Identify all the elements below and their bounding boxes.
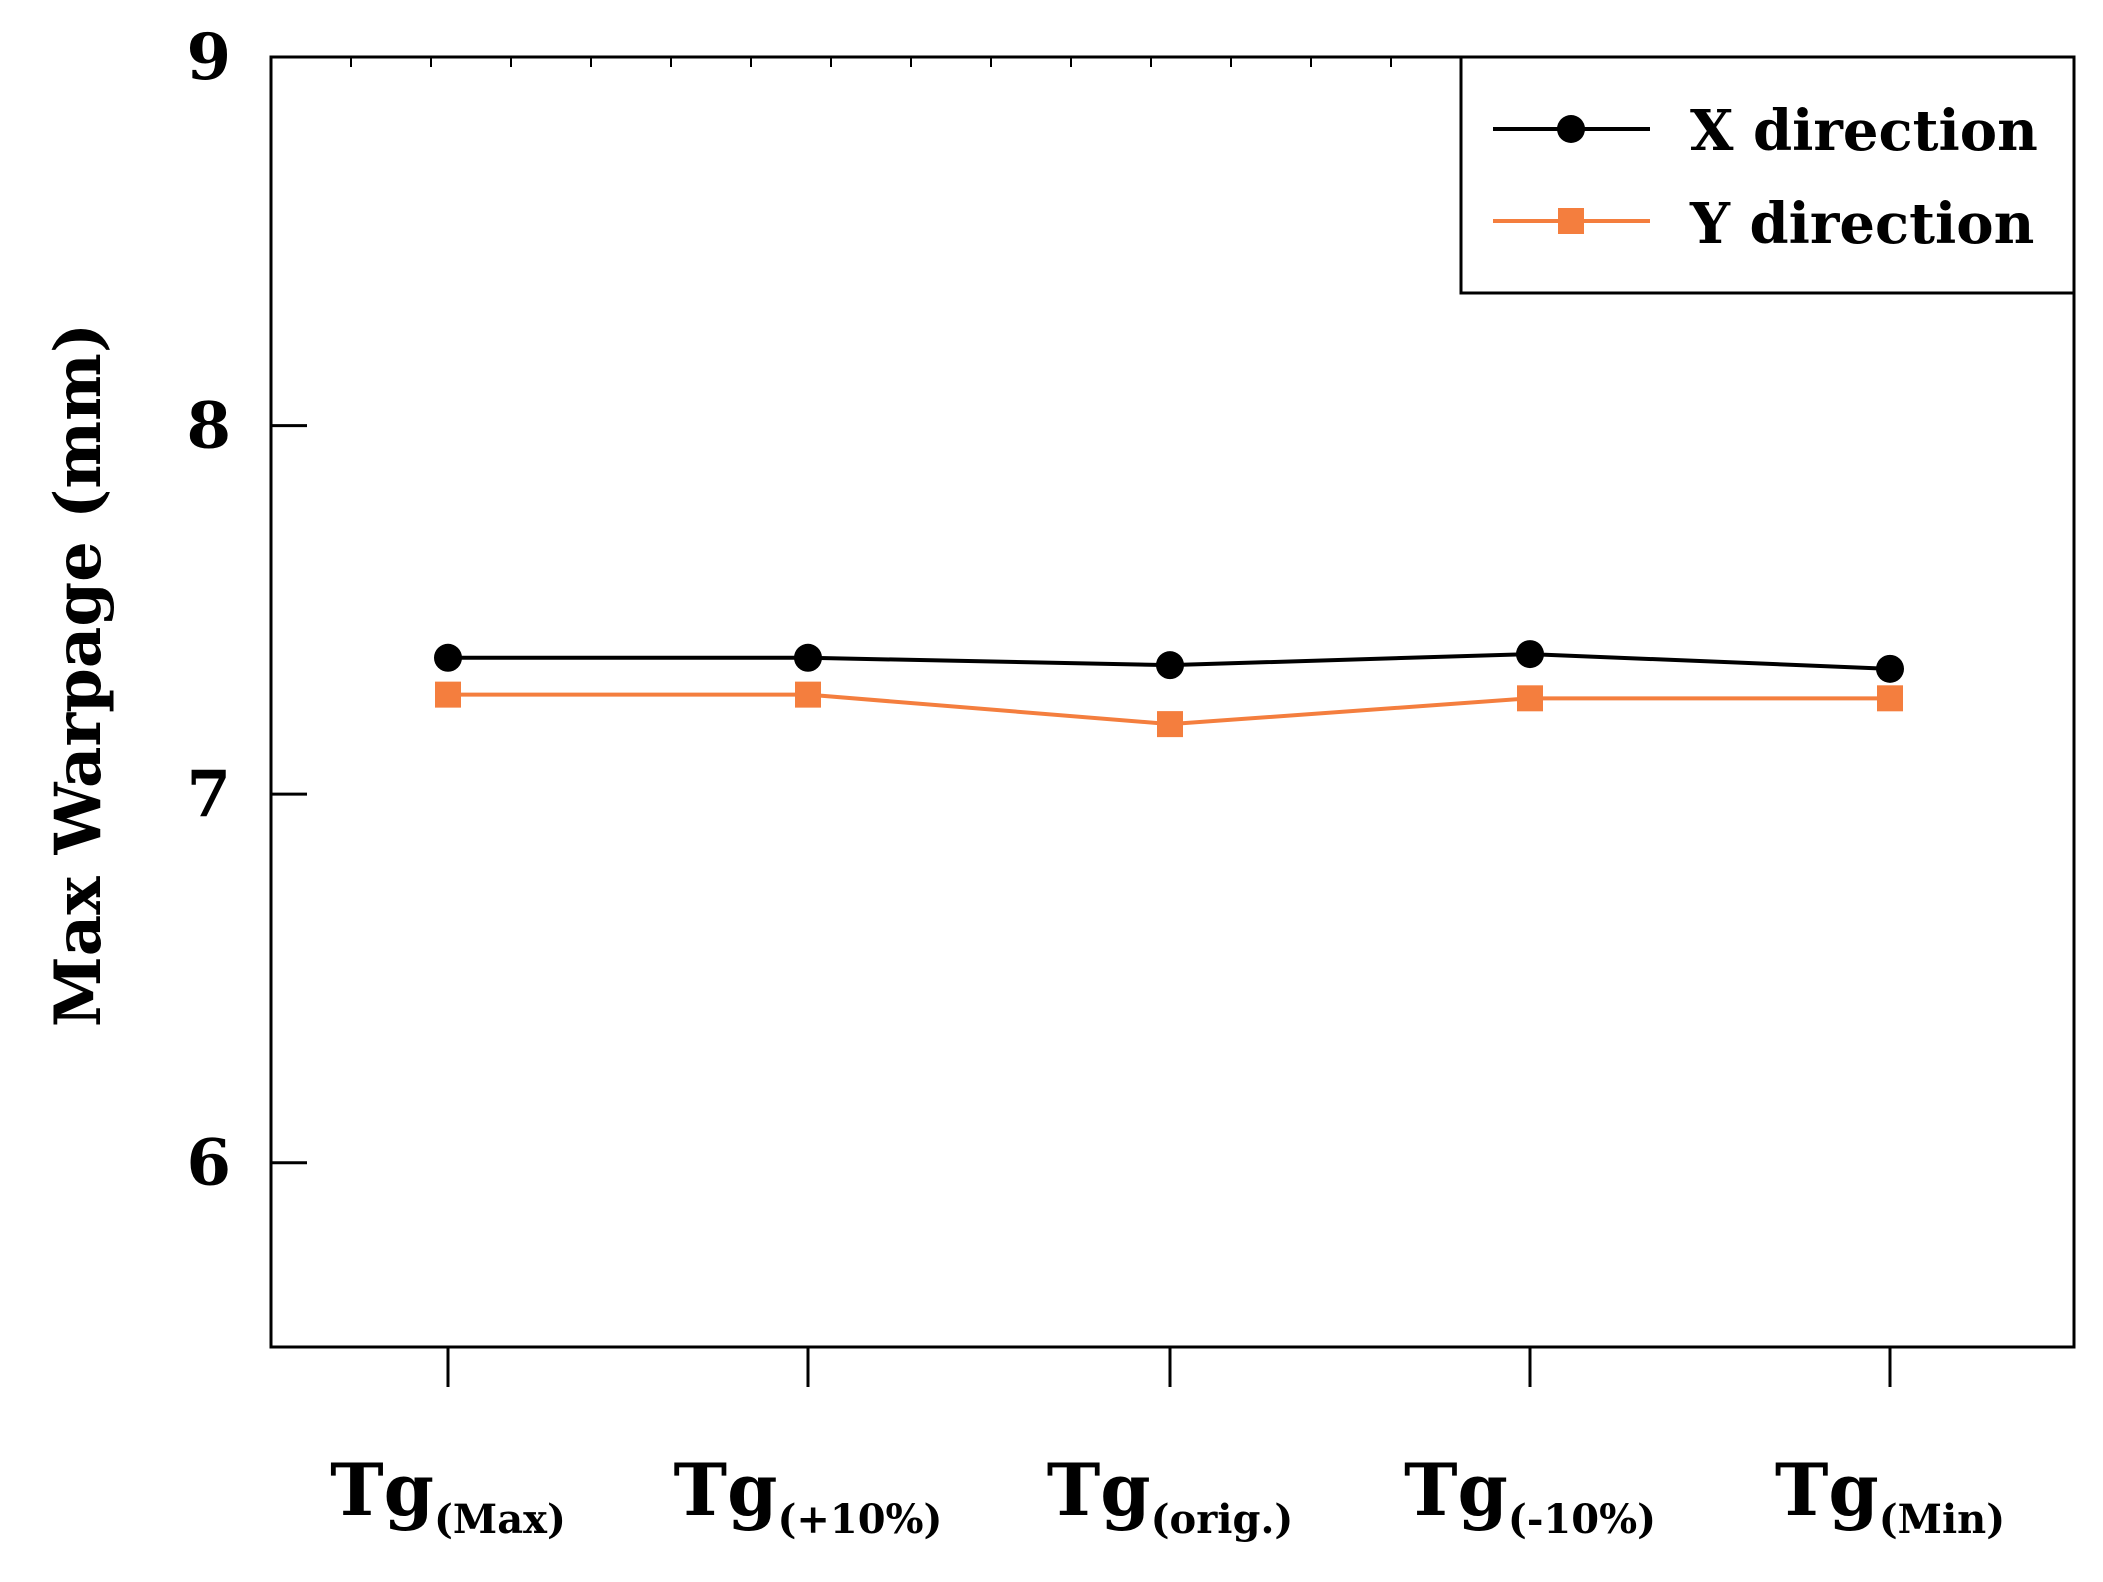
data-point-y-1	[795, 681, 821, 708]
data-point-y-2	[1157, 711, 1183, 738]
y-tick-label: 9	[186, 20, 231, 95]
legend-label-x: X direction	[1690, 98, 2038, 164]
x-tick-label-sub: (-10%)	[1508, 1496, 1656, 1543]
plot-frame	[269, 55, 2076, 1349]
x-tick-label: Tg(+10%)	[674, 1447, 943, 1543]
x-tick-label-main: Tg	[330, 1447, 434, 1532]
x-tick-label: Tg(Min)	[1775, 1447, 2005, 1543]
data-point-x-0	[434, 643, 462, 672]
x-tick-label: Tg(Max)	[330, 1447, 566, 1543]
x-tick-label-main: Tg	[1775, 1447, 1879, 1532]
y-tick-label: 8	[186, 389, 231, 464]
data-point-x-4	[1876, 654, 1904, 683]
x-tick-label-sub: (Max)	[434, 1496, 566, 1543]
x-tick-label-main: Tg	[1404, 1447, 1508, 1532]
legend-marker-x	[1557, 115, 1585, 143]
data-point-y-3	[1517, 685, 1543, 712]
y-axis: 6 7 8 9	[186, 20, 2032, 1201]
x-tick-label-sub: (Min)	[1879, 1496, 2005, 1543]
legend-label-y: Y direction	[1689, 191, 2034, 257]
data-point-y-4	[1877, 685, 1903, 712]
data-point-x-3	[1516, 640, 1544, 669]
data-point-y-0	[435, 681, 461, 708]
x-tick-label: Tg(orig.)	[1047, 1447, 1294, 1543]
x-tick-label-main: Tg	[1047, 1447, 1151, 1532]
x-axis: Tg(Max) Tg(+10%) Tg(orig.) Tg(-10%) Tg(Min)	[330, 1347, 2005, 1543]
x-tick-label-main: Tg	[674, 1447, 778, 1532]
x-tick-label-sub: (+10%)	[777, 1496, 942, 1543]
y-tick-label: 7	[186, 757, 231, 832]
legend-marker-y	[1558, 208, 1584, 234]
y-tick-label: 6	[186, 1126, 231, 1201]
legend: X direction Y direction	[1459, 55, 2076, 295]
x-tick-label: Tg(-10%)	[1404, 1447, 1656, 1543]
data-point-x-2	[1156, 651, 1184, 680]
data-point-x-1	[794, 643, 822, 672]
x-tick-label-sub: (orig.)	[1151, 1496, 1294, 1543]
y-axis-label: Max Warpage (mm)	[41, 323, 116, 1027]
legend-box	[1459, 55, 2076, 295]
series-layer	[434, 640, 1904, 738]
